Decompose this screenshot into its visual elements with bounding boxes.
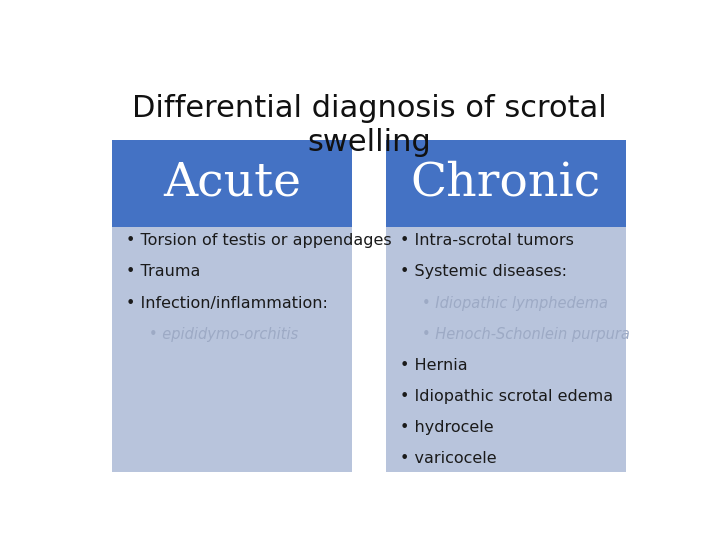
Text: • epididymo-orchitis: • epididymo-orchitis	[148, 327, 298, 342]
Text: Chronic: Chronic	[410, 161, 600, 206]
Text: • Hernia: • Hernia	[400, 358, 467, 373]
Text: • hydrocele: • hydrocele	[400, 420, 493, 435]
Text: • Idiopathic lymphedema: • Idiopathic lymphedema	[422, 295, 608, 310]
Text: • Systemic diseases:: • Systemic diseases:	[400, 265, 567, 279]
Text: • Intra-scrotal tumors: • Intra-scrotal tumors	[400, 233, 574, 248]
Text: • Henoch-Schonlein purpura: • Henoch-Schonlein purpura	[422, 327, 630, 342]
Text: • Trauma: • Trauma	[126, 265, 201, 279]
FancyBboxPatch shape	[386, 140, 626, 227]
Text: • Infection/inflammation:: • Infection/inflammation:	[126, 295, 328, 310]
FancyBboxPatch shape	[112, 140, 352, 472]
Text: • Torsion of testis or appendages: • Torsion of testis or appendages	[126, 233, 392, 248]
FancyBboxPatch shape	[386, 140, 626, 472]
FancyBboxPatch shape	[112, 140, 352, 227]
Text: Differential diagnosis of scrotal
swelling: Differential diagnosis of scrotal swelli…	[132, 94, 606, 157]
Text: • Idiopathic scrotal edema: • Idiopathic scrotal edema	[400, 389, 613, 404]
Text: Acute: Acute	[163, 161, 301, 206]
Text: • varicocele: • varicocele	[400, 451, 496, 467]
